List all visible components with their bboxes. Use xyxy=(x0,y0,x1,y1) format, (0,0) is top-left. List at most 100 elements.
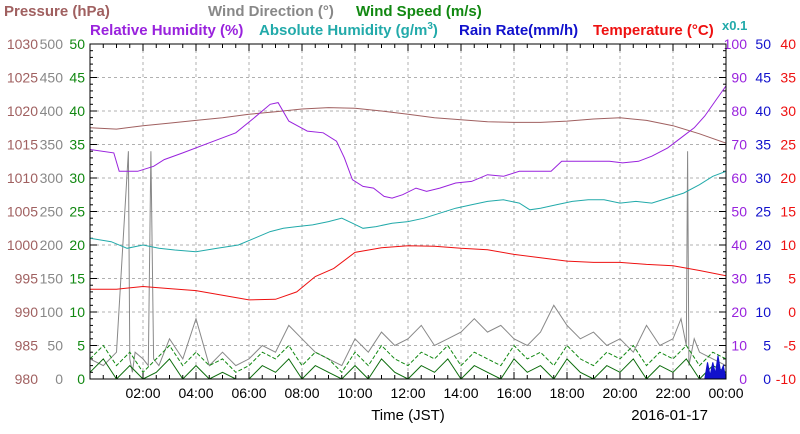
y-tick-label-wind-speed: 15 xyxy=(69,271,85,287)
legend-entry: Pressure (hPa) xyxy=(4,3,110,20)
y-tick-label-humidity: 40 xyxy=(731,237,747,253)
x-tick-label: 00:00 xyxy=(708,385,743,401)
y-tick-label-rain-rate: 45 xyxy=(755,70,771,86)
y-tick-label-rain-rate: 15 xyxy=(755,271,771,287)
y-tick-label-wind-speed: 25 xyxy=(69,204,85,220)
y-tick-label-humidity: 100 xyxy=(724,36,748,52)
y-tick-label-humidity: 50 xyxy=(731,204,747,220)
y-tick-label-temperature: 25 xyxy=(780,137,796,153)
y-tick-label-pressure: 1005 xyxy=(7,204,38,220)
left-axes: 1030102510201015101010051000995990985980… xyxy=(7,36,97,387)
x-tick-label: 08:00 xyxy=(284,385,319,401)
y-tick-label-wind-direction: 200 xyxy=(40,237,64,253)
y-tick-label-wind-direction: 350 xyxy=(40,137,64,153)
y-tick-label-wind-speed: 0 xyxy=(77,371,85,387)
x-tick-label: 06:00 xyxy=(231,385,266,401)
y-tick-label-rain-rate: 5 xyxy=(763,338,771,354)
y-tick-label-pressure: 1015 xyxy=(7,137,38,153)
y-tick-label-temperature: 10 xyxy=(780,237,796,253)
series-wind-direction xyxy=(90,151,726,373)
y-tick-label-wind-speed: 5 xyxy=(77,338,85,354)
y-tick-label-temperature: 40 xyxy=(780,36,796,52)
plot-frame xyxy=(89,43,727,380)
legend-entry: Wind Speed (m/s) xyxy=(356,3,482,20)
y-tick-label-rain-rate: 30 xyxy=(755,170,771,186)
x-tick-label: 10:00 xyxy=(337,385,372,401)
y-tick-label-humidity: 20 xyxy=(731,304,747,320)
y-tick-label-rain-rate: 35 xyxy=(755,137,771,153)
x-tick-label: 14:00 xyxy=(443,385,478,401)
y-tick-label-wind-direction: 250 xyxy=(40,204,64,220)
y-tick-label-rain-rate: 0 xyxy=(763,371,771,387)
y-tick-label-temperature: 0 xyxy=(788,304,796,320)
y-tick-label-wind-speed: 30 xyxy=(69,170,85,186)
y-tick-label-wind-speed: 45 xyxy=(69,70,85,86)
y-tick-label-rain-rate: 40 xyxy=(755,103,771,119)
y-tick-label-humidity: 90 xyxy=(731,70,747,86)
series-absolute-humidity-g-m3 xyxy=(90,170,726,253)
y-tick-label-pressure: 1025 xyxy=(7,70,38,86)
x-tick-label: 04:00 xyxy=(178,385,213,401)
y-tick-label-pressure: 980 xyxy=(15,371,39,387)
y-tick-label-temperature: 15 xyxy=(780,204,796,220)
y-tick-label-humidity: 80 xyxy=(731,103,747,119)
y-tick-label-wind-direction: 50 xyxy=(47,338,63,354)
legend-entry: Relative Humidity (%) xyxy=(90,22,243,39)
date-label: 2016-01-17 xyxy=(631,407,708,424)
y-tick-label-wind-speed: 50 xyxy=(69,36,85,52)
series-rain-rate-mm-h xyxy=(704,355,726,379)
y-tick-label-humidity: 0 xyxy=(739,371,747,387)
y-tick-label-pressure: 985 xyxy=(15,338,39,354)
y-tick-label-temperature: 30 xyxy=(780,103,796,119)
y-tick-label-pressure: 995 xyxy=(15,271,39,287)
plot-area xyxy=(90,85,726,379)
x-tick-label: 12:00 xyxy=(390,385,425,401)
y-tick-label-humidity: 30 xyxy=(731,271,747,287)
y-tick-label-temperature: -10 xyxy=(776,371,796,387)
y-tick-label-humidity: 70 xyxy=(731,137,747,153)
y-tick-label-pressure: 990 xyxy=(15,304,39,320)
y-tick-label-wind-speed: 10 xyxy=(69,304,85,320)
y-tick-label-wind-direction: 100 xyxy=(40,304,64,320)
series-wind-speed-m-s-min xyxy=(90,358,726,379)
x-tick-label: 18:00 xyxy=(549,385,584,401)
y-tick-label-pressure: 1000 xyxy=(7,237,38,253)
y-tick-label-rain-rate: 50 xyxy=(755,36,771,52)
grid xyxy=(90,44,726,379)
y-tick-label-pressure: 1010 xyxy=(7,170,38,186)
y-tick-label-temperature: -5 xyxy=(784,338,797,354)
y-tick-label-rain-rate: 20 xyxy=(755,237,771,253)
y-tick-label-wind-direction: 450 xyxy=(40,70,64,86)
series-wind-speed-m-s xyxy=(90,344,726,374)
scale-note: x0.1 xyxy=(722,18,747,33)
x-axis: 02:00 04:00 06:00 08:00 10:00 12:00 14:00 16:00… xyxy=(89,44,744,401)
y-tick-label-wind-speed: 35 xyxy=(69,137,85,153)
y-tick-label-wind-direction: 500 xyxy=(40,36,64,52)
y-tick-label-pressure: 1030 xyxy=(7,36,38,52)
y-tick-label-rain-rate: 25 xyxy=(755,204,771,220)
x-tick-label: 16:00 xyxy=(496,385,531,401)
legend-entry: Wind Direction (°) xyxy=(208,3,334,20)
legend-entry: Rain Rate(mm/h) xyxy=(459,22,578,39)
x-tick-label: 22:00 xyxy=(655,385,690,401)
series-temperature-c xyxy=(90,245,726,301)
y-tick-label-rain-rate: 10 xyxy=(755,304,771,320)
series-relative-humidity xyxy=(90,85,726,199)
legend-entry: Absolute Humidity (g/m3) xyxy=(259,21,438,39)
x-tick-label: 20:00 xyxy=(602,385,637,401)
y-tick-label-temperature: 35 xyxy=(780,70,796,86)
legend-entry: Temperature (°C) xyxy=(593,22,714,39)
x-tick-label: 02:00 xyxy=(125,385,160,401)
y-tick-label-temperature: 5 xyxy=(788,271,796,287)
y-tick-label-wind-direction: 0 xyxy=(55,371,63,387)
y-tick-label-wind-speed: 20 xyxy=(69,237,85,253)
y-tick-label-wind-direction: 150 xyxy=(40,271,64,287)
y-tick-label-pressure: 1020 xyxy=(7,103,38,119)
y-tick-label-humidity: 60 xyxy=(731,170,747,186)
y-tick-label-temperature: 20 xyxy=(780,170,796,186)
series-pressure-hpa xyxy=(90,107,726,144)
legend: Pressure (hPa) Wind Direction (°) Wind Spe… xyxy=(4,3,747,39)
y-tick-label-wind-direction: 300 xyxy=(40,170,64,186)
